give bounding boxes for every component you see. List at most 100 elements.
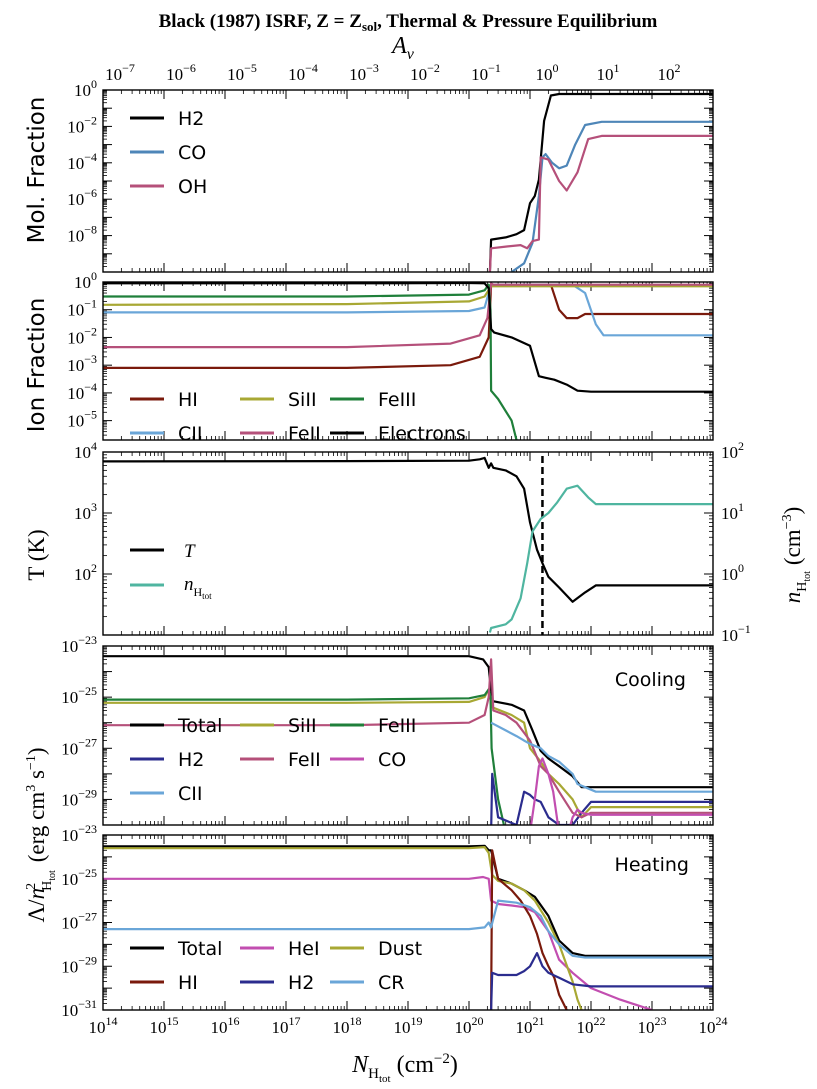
lambda-ylabel: Λ/n2Htot(erg cm3 s−1) [24,747,58,922]
y-tick-label: 10−2 [67,324,97,347]
svg-text:Total: Total [177,715,222,737]
y-tick-label: 102 [74,561,97,584]
y-tick-label: 100 [74,269,97,292]
y-tick-label: 10−4 [67,380,97,403]
legend-item-hei: HeI [240,938,320,960]
series-dust-line [103,845,583,1010]
series-oh-line [488,134,713,272]
top-tick-label: 10−4 [288,61,318,84]
series-h2-line [488,92,713,272]
y2-tick-label: 10−1 [721,622,751,645]
top-tick-label: 100 [536,61,559,84]
legend-item-siii: SiII [240,715,317,737]
y-tick-label: 10−4 [67,150,97,173]
x-tick-label: 1024 [699,1014,728,1037]
y-tick-label: 100 [74,77,97,100]
svg-text:H2: H2 [178,108,204,130]
svg-text:HI: HI [178,389,198,411]
panel-frame [102,834,714,1011]
legend-item-h2: H2 [130,749,204,771]
y-tick-label: 10−23 [61,633,97,656]
legend-item-co: CO [330,749,406,771]
series-h2-line [490,772,713,825]
svg-text:Dust: Dust [378,938,422,960]
svg-text:OH: OH [178,176,207,198]
legend-item-n-htot: nHtot [130,574,212,601]
y-tick-label: 10−2 [67,113,97,136]
y-tick-label: 104 [74,439,97,462]
panel-frame [102,451,714,636]
svg-text:SiII: SiII [288,715,317,737]
ion-fraction-ylabel: Ion Fraction [24,298,50,433]
top-tick-label: 101 [597,61,620,84]
panel-heat [102,834,714,1011]
series-t-line [103,456,713,603]
svg-text:HeI: HeI [288,938,320,960]
top-tick-label: 10−3 [349,61,379,84]
density-ylabel: nHtot(cm−3) [780,507,813,604]
legend-item-dust: Dust [330,938,422,960]
y-tick-label: 10−25 [61,684,97,707]
x-tick-label: 1021 [516,1014,545,1037]
legend-item-total: Total [130,938,222,960]
bottom-axis-ticks: 1014 1015 1016 1017 1018 1019 1020 1021 1022 1023… [89,1014,728,1037]
svg-text:Electrons: Electrons [378,423,466,445]
panel-frame [102,281,714,441]
legend-item-feiii: FeIII [330,389,416,411]
y2-tick-label: 101 [721,500,744,523]
top-axis-label: Av [390,33,415,63]
y2-tick-label: 102 [721,439,744,462]
panel-temp [102,451,714,636]
svg-text:SiII: SiII [288,389,317,411]
top-tick-label: 10−6 [166,61,196,84]
y-tick-label: 10−6 [67,186,97,209]
y-tick-label: 10−1 [67,297,97,320]
x-tick-label: 1017 [272,1014,301,1037]
top-tick-label: 10−1 [471,61,501,84]
panel-mol [102,89,714,273]
panel-cool [102,645,714,826]
legend-item-total: Total [130,715,222,737]
series-cii-line [103,283,713,337]
y-tick-label: 10−29 [61,786,97,809]
series-cii-line [490,721,713,793]
legend-item-hi: HI [130,972,198,994]
panel-frame [102,645,714,826]
y-tick-label: 10−5 [67,408,97,431]
series-n-htot-line [488,484,713,633]
legend-item-co: CO [130,142,206,164]
svg-text:FeII: FeII [288,749,321,771]
legend-item-electrons: Electrons [330,423,466,445]
top-tick-label: 102 [658,61,681,84]
legend-item-hi: HI [130,389,198,411]
series-electrons-line [103,282,713,393]
legend-item-oh: OH [130,176,207,198]
svg-text:FeIII: FeIII [378,715,416,737]
svg-text:H2: H2 [178,749,204,771]
x-tick-label: 1022 [577,1014,606,1037]
temperature-ylabel: T (K) [24,529,49,580]
y-tick-label: 10−8 [67,223,97,246]
legend-item-feii: FeII [240,423,321,445]
svg-text:CII: CII [178,783,202,805]
series-hi-line [490,849,568,1010]
x-tick-label: 1016 [211,1014,240,1037]
legend-item-h2: H2 [130,108,204,130]
series-co-line [529,757,713,825]
x-tick-label: 1020 [455,1014,484,1037]
x-tick-label: 1014 [89,1014,118,1037]
legend-item-cii: CII [130,783,202,805]
top-tick-label: 10−7 [105,61,135,84]
y-tick-label: 10−29 [61,953,97,976]
panel-frame [102,89,714,273]
series-feii-line [103,282,713,349]
series-h2-line [490,951,713,1010]
panels: 100 10−2 10−4 10−6 10−8 100 10−1 10−2 10−3 10−4 10… [61,77,751,1020]
y-tick-label: 103 [74,500,97,523]
x-tick-label: 1023 [638,1014,667,1037]
svg-text:H2: H2 [288,972,314,994]
series-feiii-line [103,283,518,440]
top-tick-label: 10−5 [227,61,257,84]
y-tick-label: 10−23 [61,822,97,845]
